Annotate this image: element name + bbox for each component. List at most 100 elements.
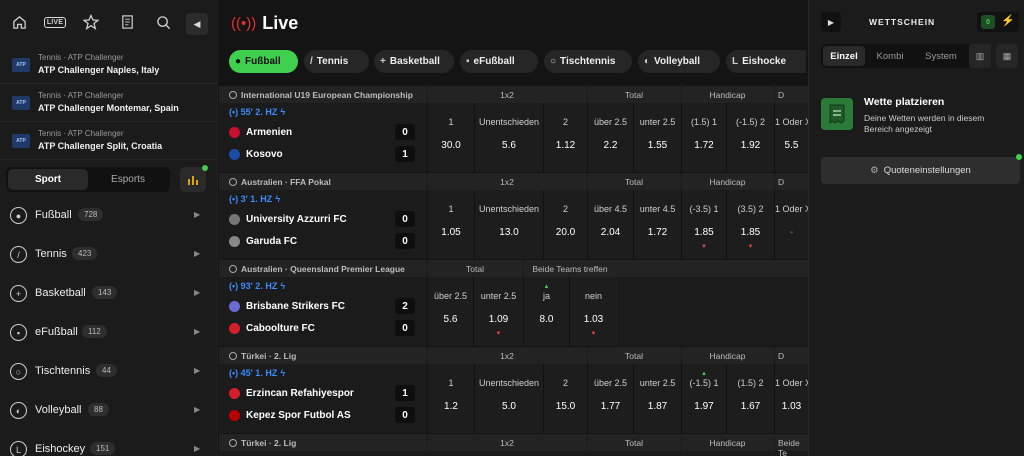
team-name: Armenien <box>246 126 293 138</box>
odds-button[interactable]: Unentschieden 13.0 <box>474 190 543 259</box>
odds-button[interactable]: (1.5) 1 1.72 <box>681 103 726 172</box>
expand-betslip-button[interactable]: ▶ <box>821 12 841 32</box>
odds-button[interactable]: (3.5) 2 ▼ 1.85 <box>726 190 774 259</box>
filter-chip-fussball[interactable]: ● Fußball <box>229 50 298 73</box>
sport-item[interactable]: ● Fußball 728 ▶ <box>0 196 217 235</box>
place-bet-hint: Deine Wetten werden in diesem Bereich an… <box>864 113 985 134</box>
match-block: Türkei · 2. Lig 1x2 Total Handicap D (•) 45' … <box>219 347 808 433</box>
filter-chip-tennis[interactable]: / Tennis <box>304 50 369 73</box>
odds-button[interactable]: 1 1.2 <box>427 364 474 433</box>
sport-count: 728 <box>78 208 104 221</box>
sport-name: Volleyball <box>35 404 82 416</box>
team-away[interactable]: Kosovo <box>229 146 283 162</box>
live-icon[interactable]: LIVE <box>42 8 68 36</box>
odds-button[interactable]: unter 2.5 1.87 <box>633 364 681 433</box>
filter-chip-volleyball[interactable]: ◐ Volleyball <box>638 50 720 73</box>
tab-system[interactable]: System <box>925 50 957 62</box>
odds-button[interactable]: Unentschieden 5.6 <box>474 103 543 172</box>
sport-item[interactable]: / Tennis 423 ▶ <box>0 235 217 274</box>
sport-item[interactable]: ◐ Volleyball 88 ▶ <box>0 391 217 430</box>
team-home[interactable]: University Azzurri FC <box>229 211 347 227</box>
filter-chip-efussball[interactable]: ▪ eFußball <box>460 50 538 73</box>
odds-label: (-1.5) 2 <box>735 117 765 127</box>
odds-value: 15.0 <box>555 401 576 412</box>
sport-item[interactable]: L Eishockey 151 ▶ <box>0 430 217 456</box>
odds-button[interactable]: 2 20.0 <box>543 190 587 259</box>
team-away[interactable]: Garuda FC <box>229 233 297 249</box>
sport-item[interactable]: ▪ eFußball 112 ▶ <box>0 313 217 352</box>
odds-label: Unentschieden <box>478 378 540 388</box>
tournament-item[interactable]: ATP Tennis · ATP Challenger ATP Challeng… <box>0 122 217 160</box>
odds-button[interactable]: nein ▼ 1.03 <box>569 277 617 346</box>
team-name: Kepez Spor Futbol AS <box>246 409 351 421</box>
chevron-right-icon: ▶ <box>194 249 201 258</box>
team-home[interactable]: Armenien <box>229 124 292 140</box>
sport-name: Tischtennis <box>35 365 91 377</box>
odds-button[interactable]: unter 2.5 1.55 <box>633 103 681 172</box>
market-header: Total <box>625 90 643 100</box>
sport-name: Fußball <box>35 209 72 221</box>
odds-button[interactable]: 2 15.0 <box>543 364 587 433</box>
odds-button[interactable]: 2 1.12 <box>543 103 587 172</box>
toggle-sport[interactable]: Sport <box>8 169 88 190</box>
sport-item[interactable]: ○ Tischtennis 44 ▶ <box>0 352 217 391</box>
odds-button[interactable]: (-1.5) 1 ▲ 1.97 <box>681 364 726 433</box>
betslip-history-icon[interactable] <box>114 8 140 36</box>
market-header: 1x2 <box>500 351 514 361</box>
odds-button[interactable]: unter 2.5 ▼ 1.09 <box>473 277 523 346</box>
odds-value: 1.85 <box>740 227 761 238</box>
team-home[interactable]: Brisbane Strikers FC <box>229 298 345 314</box>
column-divider <box>587 173 588 190</box>
league-name: International U19 European Championship <box>229 90 429 100</box>
odds-button[interactable]: 1 Oder X - <box>774 190 808 259</box>
odds-value: 20.0 <box>555 227 576 238</box>
betslip-mode-switch[interactable]: 0 ⚡ <box>977 12 1019 32</box>
odds-button[interactable]: 1 Oder X 1.03 <box>774 364 808 433</box>
chevron-right-icon: ▶ <box>194 366 201 375</box>
odds-label: 1 Oder X <box>775 378 808 388</box>
booking-code-button[interactable]: ▥ <box>969 44 991 68</box>
gift-button[interactable]: ▦ <box>996 44 1018 68</box>
stats-button[interactable] <box>180 165 208 192</box>
odds-button[interactable]: 1 30.0 <box>427 103 474 172</box>
tab-einzel[interactable]: Einzel <box>823 46 865 66</box>
place-bet-heading: Wette platzieren <box>864 96 945 108</box>
tournament-item[interactable]: ATP Tennis · ATP Challenger ATP Challeng… <box>0 84 217 122</box>
league-name: Türkei · 2. Lig <box>229 351 429 361</box>
team-away[interactable]: Kepez Spor Futbol AS <box>229 407 351 423</box>
sport-item[interactable]: + Basketball 143 ▶ <box>0 274 217 313</box>
odds-button[interactable]: über 2.5 2.2 <box>587 103 633 172</box>
team-crest-icon <box>229 300 240 312</box>
odds-button[interactable]: (1.5) 2 1.67 <box>726 364 774 433</box>
search-icon[interactable] <box>150 8 176 36</box>
odds-settings-button[interactable]: ⚙ Quoteneinstellungen <box>821 157 1020 184</box>
odds-button[interactable]: Unentschieden 5.0 <box>474 364 543 433</box>
chevron-right-icon: ▶ <box>194 444 201 453</box>
sport-count: 88 <box>88 403 109 416</box>
odds-button[interactable]: 1 Oder X 5.5 <box>774 103 808 172</box>
filter-chip-eishockey[interactable]: L Eishocke <box>726 50 806 73</box>
odds-button[interactable]: unter 4.5 1.72 <box>633 190 681 259</box>
odds-button[interactable]: über 2.5 5.6 <box>427 277 473 346</box>
favorites-star-icon[interactable] <box>78 8 104 36</box>
odds-button[interactable]: (-1.5) 2 1.92 <box>726 103 774 172</box>
filter-chip-basketball[interactable]: + Basketball <box>374 50 454 73</box>
filter-chip-tischtennis[interactable]: ○ Tischtennis <box>544 50 632 73</box>
sport-count: 143 <box>92 286 118 299</box>
tennis-racket-icon: / <box>10 246 27 263</box>
home-icon[interactable] <box>6 8 32 36</box>
team-away[interactable]: Caboolture FC <box>229 320 315 336</box>
collapse-sidebar-button[interactable]: ◀ <box>186 13 208 35</box>
tab-kombi[interactable]: Kombi <box>876 50 904 62</box>
status-dot <box>1016 154 1022 160</box>
team-home[interactable]: Erzincan Refahiyespor <box>229 385 354 401</box>
tournament-item[interactable]: ATP Tennis · ATP Challenger ATP Challeng… <box>0 46 217 84</box>
odds-button[interactable]: (-3.5) 1 ▼ 1.85 <box>681 190 726 259</box>
odds-button[interactable]: 1 1.05 <box>427 190 474 259</box>
status-dot <box>202 165 208 171</box>
toggle-esports[interactable]: Esports <box>111 174 145 185</box>
odds-button[interactable]: ja ▲ 8.0 <box>523 277 569 346</box>
odds-button[interactable]: über 4.5 2.04 <box>587 190 633 259</box>
odds-button[interactable]: über 2.5 1.77 <box>587 364 633 433</box>
odds-label: 1 <box>448 204 454 214</box>
